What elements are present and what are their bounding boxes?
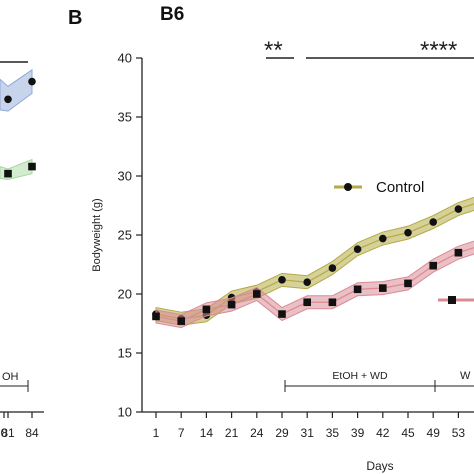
x-tick-label: 21 xyxy=(225,426,239,440)
y-axis-label: Bodyweight (g) xyxy=(91,198,103,271)
y-tick-label: 15 xyxy=(118,346,132,361)
y-tick-label: 30 xyxy=(118,169,132,184)
series-layer xyxy=(152,196,474,329)
x-tick-label: 49 xyxy=(427,426,441,440)
treatment-point xyxy=(253,290,261,298)
treatment-point xyxy=(328,298,337,307)
x-tick-label: 39 xyxy=(351,426,365,440)
panel-b: B B6 ** **** 10 15 20 25 30 35 40 1 7 14 21 24 29 31… xyxy=(68,4,474,473)
x-tick-label: 14 xyxy=(200,426,214,440)
x-tick-label: 35 xyxy=(326,426,340,440)
treatment-point xyxy=(227,300,236,309)
legend-control-marker xyxy=(344,183,352,191)
legend: Control xyxy=(334,179,474,304)
control-point xyxy=(429,218,438,226)
y-tick-label: 35 xyxy=(118,110,132,125)
treatment-point xyxy=(303,298,311,307)
panel-letter: B xyxy=(68,7,82,29)
right-period-label: W xyxy=(460,370,471,382)
treatment-point xyxy=(404,279,412,288)
control-point xyxy=(303,278,312,287)
treatment-point xyxy=(278,310,286,318)
significance-stars-right: **** xyxy=(420,37,457,64)
panel-a-x-tick-label: 81 xyxy=(1,426,15,440)
x-tick-label: 45 xyxy=(401,426,415,440)
etoh-wd-label: EtOH + WD xyxy=(332,370,388,382)
panel-a-blue-point xyxy=(4,95,12,104)
panel-a-x-tick-label: 84 xyxy=(25,426,39,440)
panel-a-green-point xyxy=(28,162,36,171)
control-point xyxy=(353,245,362,253)
treatment-point xyxy=(353,285,362,294)
etoh-wd-bracket xyxy=(284,380,474,392)
treatment-point xyxy=(379,284,387,292)
x-tick-label: 29 xyxy=(275,426,289,440)
panel-a-etoh-bracket xyxy=(0,380,29,392)
significance-stars-left: ** xyxy=(264,37,283,64)
series-1-band xyxy=(155,240,474,329)
treatment-point xyxy=(177,317,185,325)
y-tick-label: 10 xyxy=(118,405,132,420)
treatment-point xyxy=(202,305,211,314)
x-tick-label: 31 xyxy=(301,426,315,440)
x-tick-label: 1 xyxy=(153,426,160,440)
treatment-point xyxy=(429,261,437,270)
y-tick-label: 20 xyxy=(118,287,132,302)
panel-a-blue-point xyxy=(28,77,36,86)
x-tick-label: 53 xyxy=(452,426,466,440)
y-tick-label: 40 xyxy=(118,51,132,66)
x-tick-label: 7 xyxy=(178,426,185,440)
control-point xyxy=(328,264,337,272)
control-point xyxy=(278,276,286,284)
control-point xyxy=(454,205,463,213)
panel-a: 081 84 OH xyxy=(0,61,44,440)
y-tick-label: 25 xyxy=(118,228,132,243)
panel-a-x-tick-label: 0 xyxy=(1,426,8,440)
treatment-point xyxy=(454,248,463,257)
treatment-point xyxy=(152,312,160,321)
panel-a-green-point xyxy=(4,169,12,178)
control-point xyxy=(379,234,387,243)
legend-treatment-marker xyxy=(448,296,456,304)
x-tick-label: 42 xyxy=(376,426,390,440)
x-axis-label: Days xyxy=(366,459,393,473)
series-1-line xyxy=(155,246,474,322)
panel-a-etoh-label: OH xyxy=(2,371,19,383)
x-tick-label: 24 xyxy=(250,426,264,440)
control-point xyxy=(404,228,412,237)
legend-control-label: Control xyxy=(376,179,424,196)
chart-title: B6 xyxy=(160,4,184,25)
panel-a-blue-band xyxy=(0,68,33,112)
